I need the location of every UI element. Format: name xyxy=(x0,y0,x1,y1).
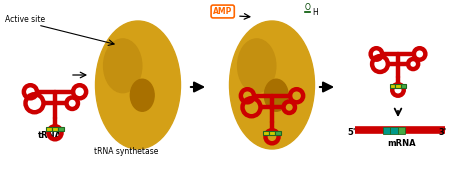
Text: 3': 3' xyxy=(438,128,446,137)
FancyBboxPatch shape xyxy=(398,127,405,134)
FancyBboxPatch shape xyxy=(46,127,52,131)
Text: tRNA synthetase: tRNA synthetase xyxy=(94,147,158,156)
FancyBboxPatch shape xyxy=(400,84,405,88)
Text: H: H xyxy=(312,8,318,17)
Ellipse shape xyxy=(104,39,142,93)
Text: AMP: AMP xyxy=(213,7,232,16)
Text: 5': 5' xyxy=(347,128,356,137)
Ellipse shape xyxy=(230,21,315,149)
FancyBboxPatch shape xyxy=(52,127,58,131)
FancyBboxPatch shape xyxy=(391,84,396,88)
Ellipse shape xyxy=(238,39,276,93)
FancyBboxPatch shape xyxy=(275,130,281,136)
FancyBboxPatch shape xyxy=(391,127,398,134)
Ellipse shape xyxy=(95,21,180,149)
Ellipse shape xyxy=(130,79,154,111)
FancyBboxPatch shape xyxy=(58,127,63,131)
Text: mRNA: mRNA xyxy=(387,139,416,148)
FancyBboxPatch shape xyxy=(269,130,275,136)
Text: O: O xyxy=(305,3,311,12)
FancyBboxPatch shape xyxy=(396,84,400,88)
FancyBboxPatch shape xyxy=(263,130,269,136)
Ellipse shape xyxy=(264,79,288,111)
FancyBboxPatch shape xyxy=(383,127,391,134)
Text: tRNA: tRNA xyxy=(38,131,62,140)
Text: Active site: Active site xyxy=(5,15,45,24)
